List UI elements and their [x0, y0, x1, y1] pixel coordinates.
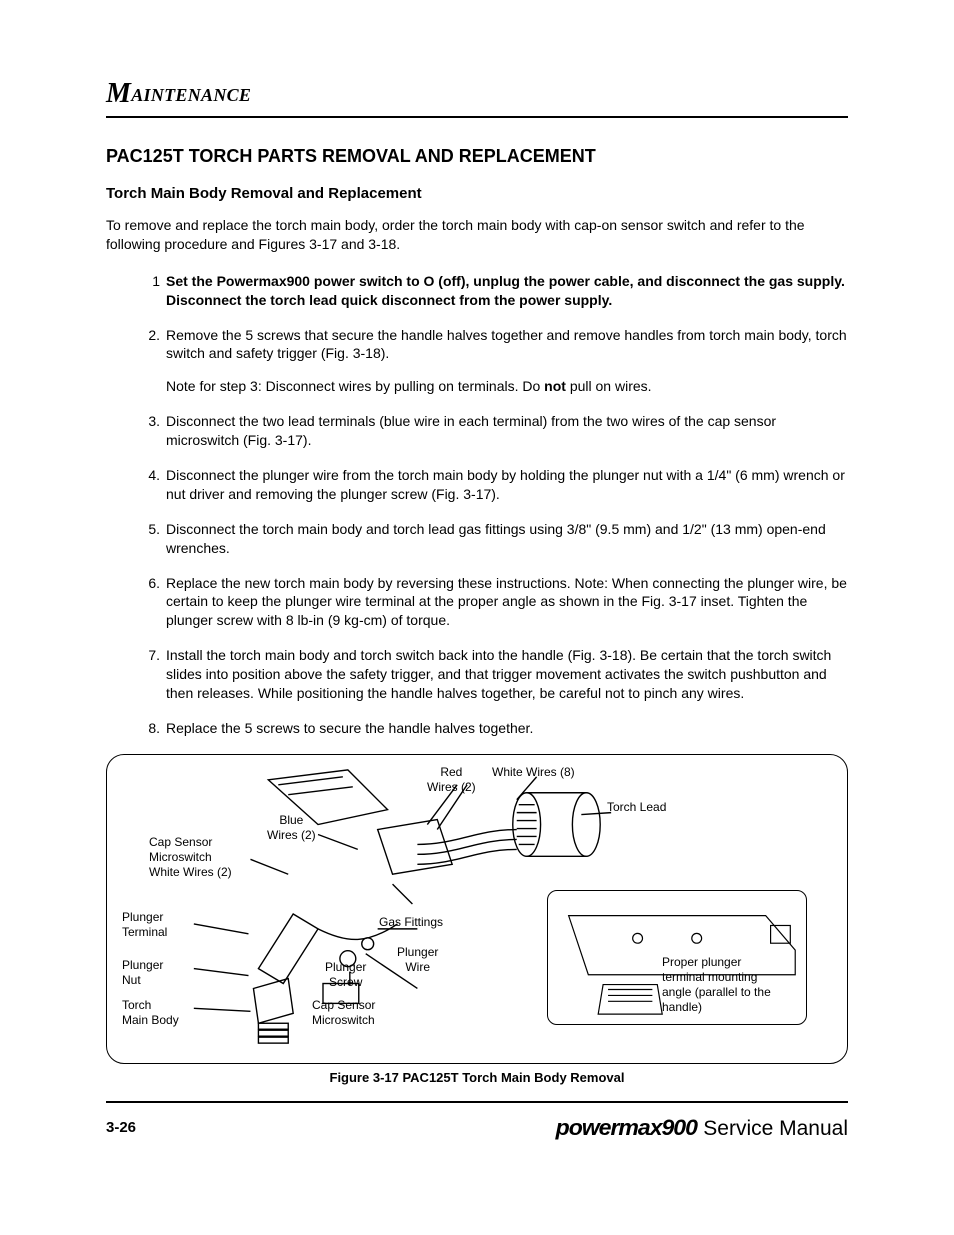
- label-inset-caption: Proper plungerterminal mountingangle (pa…: [662, 955, 802, 1015]
- section-header-cap: M: [106, 78, 131, 109]
- label-white-wires: White Wires (8): [492, 765, 575, 780]
- step-number: 4.: [140, 466, 160, 485]
- step-number: 1: [140, 272, 160, 291]
- step-number: 3.: [140, 412, 160, 431]
- step-text: Remove the 5 screws that secure the hand…: [166, 327, 847, 362]
- label-plunger-terminal: PlungerTerminal: [122, 910, 167, 940]
- step-text: Replace the 5 screws to secure the handl…: [166, 720, 533, 736]
- page-footer: 3-26 powermax900 Service Manual: [106, 1101, 848, 1141]
- note-pre: Note for step 3: Disconnect wires by pul…: [166, 378, 544, 394]
- step-text: Disconnect the torch main body and torch…: [166, 521, 826, 556]
- label-blue-wires: BlueWires (2): [267, 813, 316, 843]
- step-6: 6. Replace the new torch main body by re…: [140, 574, 848, 631]
- note-post: pull on wires.: [566, 378, 652, 394]
- step-5: 5. Disconnect the torch main body and to…: [140, 520, 848, 558]
- step-number: 8.: [140, 719, 160, 738]
- brand-logo: powermax900: [555, 1115, 696, 1141]
- step-text: Install the torch main body and torch sw…: [166, 647, 831, 701]
- figure-caption: Figure 3-17 PAC125T Torch Main Body Remo…: [106, 1070, 848, 1085]
- label-plunger-screw: PlungerScrew: [325, 960, 366, 990]
- footer-right: powermax900 Service Manual: [559, 1115, 848, 1141]
- figure-3-17: RedWires (2) White Wires (8) BlueWires (…: [106, 754, 848, 1064]
- page-root: MAINTENANCE PAC125T TORCH PARTS REMOVAL …: [0, 0, 954, 1235]
- intro-paragraph: To remove and replace the torch main bod…: [106, 216, 848, 254]
- step-7: 7. Install the torch main body and torch…: [140, 646, 848, 703]
- label-torch-main-body: TorchMain Body: [122, 998, 179, 1028]
- label-gas-fittings: Gas Fittings: [379, 915, 443, 930]
- section-header: MAINTENANCE: [106, 78, 848, 118]
- step-text: Disconnect the plunger wire from the tor…: [166, 467, 845, 502]
- page-number: 3-26: [106, 1119, 136, 1136]
- page-subtitle: Torch Main Body Removal and Replacement: [106, 185, 848, 202]
- step-4: 4. Disconnect the plunger wire from the …: [140, 466, 848, 504]
- page-title: PAC125T TORCH PARTS REMOVAL AND REPLACEM…: [106, 146, 848, 167]
- note-bold: not: [544, 378, 566, 394]
- step-3: 3. Disconnect the two lead terminals (bl…: [140, 412, 848, 450]
- step-2: 2. Remove the 5 screws that secure the h…: [140, 326, 848, 397]
- step-text: Disconnect the two lead terminals (blue …: [166, 413, 776, 448]
- step-text: Replace the new torch main body by rever…: [166, 575, 847, 629]
- label-torch-lead: Torch Lead: [607, 800, 666, 815]
- step-text: Set the Powermax900 power switch to O (o…: [166, 273, 845, 308]
- procedure-list: 1 Set the Powermax900 power switch to O …: [106, 272, 848, 738]
- manual-label: Service Manual: [703, 1117, 848, 1141]
- step-1: 1 Set the Powermax900 power switch to O …: [140, 272, 848, 310]
- label-cap-sensor-ms: Cap SensorMicroswitch: [312, 998, 375, 1028]
- step-number: 5.: [140, 520, 160, 539]
- step-number: 6.: [140, 574, 160, 593]
- step-2-note: Note for step 3: Disconnect wires by pul…: [166, 377, 848, 396]
- step-number: 2.: [140, 326, 160, 345]
- label-cap-sensor-white: Cap SensorMicroswitchWhite Wires (2): [149, 835, 232, 880]
- label-plunger-wire: PlungerWire: [397, 945, 438, 975]
- label-red-wires: RedWires (2): [427, 765, 476, 795]
- step-number: 7.: [140, 646, 160, 665]
- step-8: 8. Replace the 5 screws to secure the ha…: [140, 719, 848, 738]
- label-plunger-nut: PlungerNut: [122, 958, 163, 988]
- section-header-rest: AINTENANCE: [131, 85, 251, 105]
